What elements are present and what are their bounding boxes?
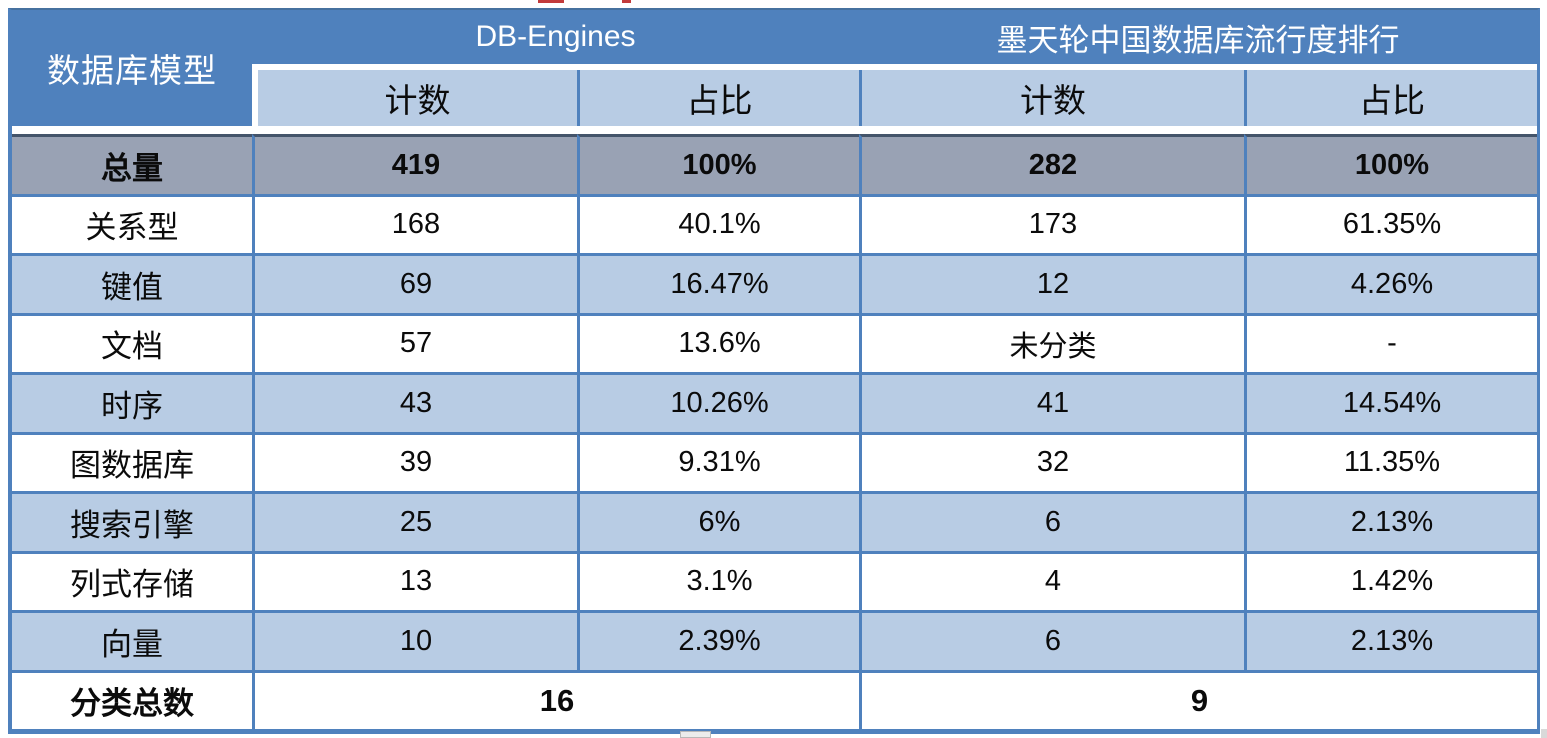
row-label: 向量 bbox=[12, 610, 252, 670]
data-cell: 13.6% bbox=[577, 312, 859, 372]
subheader-modb-count: 计数 bbox=[859, 70, 1244, 126]
data-cell: 173 bbox=[859, 193, 1244, 253]
data-cell: 419 bbox=[252, 134, 577, 194]
data-cell: 282 bbox=[859, 134, 1244, 194]
footer-modb-total: 9 bbox=[859, 669, 1537, 729]
row-label: 文档 bbox=[12, 312, 252, 373]
data-cell: 11.35% bbox=[1244, 431, 1537, 491]
data-cell: 61.35% bbox=[1244, 193, 1537, 253]
data-cell: 14.54% bbox=[1244, 372, 1537, 432]
data-cell: 2.13% bbox=[1244, 491, 1537, 551]
data-cell: 25 bbox=[252, 491, 577, 551]
data-cell: - bbox=[1244, 312, 1537, 372]
row-label: 时序 bbox=[12, 372, 252, 432]
data-cell: 6 bbox=[859, 491, 1244, 551]
data-cell: 41 bbox=[859, 372, 1244, 432]
footer-db-engines-total: 16 bbox=[252, 669, 859, 729]
data-cell: 10.26% bbox=[577, 372, 859, 432]
cropped-red-text-fragment bbox=[622, 0, 631, 3]
subheader-db-share: 占比 bbox=[577, 70, 859, 126]
database-model-comparison-table: 数据库模型 DB-Engines 墨天轮中国数据库流行度排行 计数 占比 计数 … bbox=[8, 8, 1540, 734]
cropped-cell-fragment bbox=[680, 731, 711, 738]
row-label: 总量 bbox=[12, 134, 252, 194]
data-cell: 57 bbox=[252, 312, 577, 372]
row-label: 图数据库 bbox=[12, 431, 252, 492]
row-label: 关系型 bbox=[12, 193, 252, 254]
group-header-modb: 墨天轮中国数据库流行度排行 bbox=[859, 10, 1537, 64]
data-cell: 2.13% bbox=[1244, 610, 1537, 670]
data-cell: 13 bbox=[252, 550, 577, 610]
data-cell: 4 bbox=[859, 550, 1244, 610]
data-cell: 43 bbox=[252, 372, 577, 432]
data-cell: 2.39% bbox=[577, 610, 859, 670]
data-cell: 9.31% bbox=[577, 431, 859, 491]
cropped-cell-fragment bbox=[1541, 729, 1547, 738]
subheader-db-count: 计数 bbox=[252, 70, 577, 126]
row-label: 键值 bbox=[12, 253, 252, 313]
data-cell: 1.42% bbox=[1244, 550, 1537, 610]
footer-label: 分类总数 bbox=[12, 669, 252, 730]
corner-header: 数据库模型 bbox=[12, 10, 252, 126]
data-cell: 40.1% bbox=[577, 193, 859, 253]
data-cell: 6 bbox=[859, 610, 1244, 670]
data-cell: 3.1% bbox=[577, 550, 859, 610]
data-cell: 100% bbox=[1244, 134, 1537, 194]
row-label: 列式存储 bbox=[12, 550, 252, 611]
data-cell: 168 bbox=[252, 193, 577, 253]
subheader-modb-share: 占比 bbox=[1244, 70, 1537, 126]
data-cell: 12 bbox=[859, 253, 1244, 313]
data-cell: 未分类 bbox=[859, 312, 1244, 372]
data-cell: 100% bbox=[577, 134, 859, 194]
data-cell: 69 bbox=[252, 253, 577, 313]
data-cell: 6% bbox=[577, 491, 859, 551]
data-cell: 39 bbox=[252, 431, 577, 491]
data-cell: 10 bbox=[252, 610, 577, 670]
cropped-red-text-fragment bbox=[538, 0, 564, 3]
group-header-db-engines: DB-Engines bbox=[252, 10, 859, 64]
data-cell: 16.47% bbox=[577, 253, 859, 313]
data-cell: 32 bbox=[859, 431, 1244, 491]
data-cell: 4.26% bbox=[1244, 253, 1537, 313]
row-label: 搜索引擎 bbox=[12, 491, 252, 551]
